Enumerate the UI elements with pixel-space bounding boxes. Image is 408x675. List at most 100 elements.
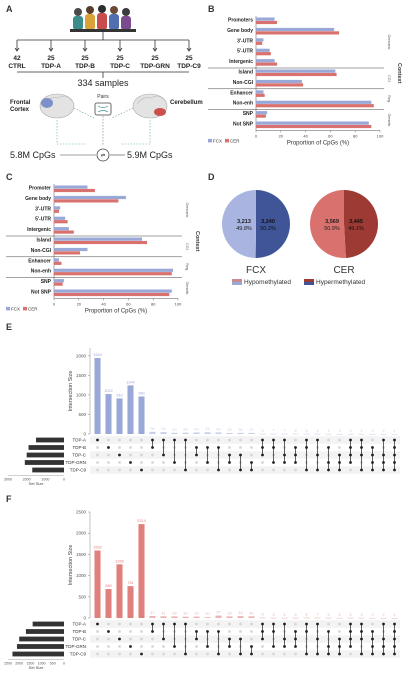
category-label: Non-CGI xyxy=(233,80,254,86)
intersection-bar xyxy=(226,616,233,618)
group-name: CTRL xyxy=(8,63,25,70)
pie-left-count: 3,213 xyxy=(237,219,251,225)
intersection-value: 2 xyxy=(382,429,384,433)
intersection-value: 9 xyxy=(261,613,263,617)
intersection-bar xyxy=(358,617,365,619)
matrix-dot xyxy=(140,652,143,656)
bar-fcx xyxy=(256,69,336,73)
matrix-dot xyxy=(206,461,209,464)
group-name: TDP-B xyxy=(75,63,95,70)
matrix-dot xyxy=(107,645,110,648)
matrix-dot xyxy=(140,637,143,641)
category-label: Intergenic xyxy=(229,59,253,65)
intersection-value: 45 xyxy=(205,427,209,431)
intersection-bar xyxy=(105,589,112,618)
intersection-value: 7 xyxy=(283,429,285,433)
matrix-dot xyxy=(217,468,220,472)
set-size-tick: 1500 xyxy=(26,661,34,665)
intersection-bar xyxy=(193,432,200,434)
y-tick-label: 2000 xyxy=(76,353,87,358)
matrix-dot xyxy=(327,622,330,626)
group-label: Genomic xyxy=(387,34,391,49)
legend-cer-label: CER xyxy=(28,306,38,311)
panel-a: 42CTRL25TDP-A25TDP-B25TDP-C25TDP-GRN25TD… xyxy=(8,5,203,162)
legend-fcx-label: FCX xyxy=(213,138,222,143)
left-cpgs: 5.8M CpGs xyxy=(10,150,56,160)
intersection-value: 5 xyxy=(294,613,296,617)
matrix-dot xyxy=(129,630,132,633)
intersection-value: 751 xyxy=(127,581,133,585)
set-size-tick: 2000 xyxy=(23,477,31,481)
set-size-label: Set Size xyxy=(29,481,45,486)
intersection-bar xyxy=(391,433,398,435)
x-tick-label: 80 xyxy=(353,133,358,138)
matrix-dot xyxy=(96,622,99,626)
matrix-dot xyxy=(151,645,154,648)
bar-fcx xyxy=(256,48,270,52)
intersection-bar xyxy=(215,432,222,434)
set-size-tick: 500 xyxy=(50,661,56,665)
matrix-dot xyxy=(107,622,110,626)
intersection-value: 4 xyxy=(338,613,340,617)
panel-d-label: D xyxy=(208,172,215,182)
intersection-bar xyxy=(391,617,398,619)
set-label: TDP-GRN xyxy=(66,460,87,465)
matrix-dot xyxy=(96,446,99,449)
group-label: CGI xyxy=(387,75,391,82)
brain-cerebellum-icon xyxy=(132,93,168,119)
matrix-dot xyxy=(184,468,187,472)
bar-cer xyxy=(256,52,271,56)
bar-fcx xyxy=(54,195,126,200)
bar-cer xyxy=(54,240,147,245)
group-count: 25 xyxy=(116,55,124,62)
bar-fcx xyxy=(256,111,268,115)
matrix-dot xyxy=(261,461,264,464)
intersection-bar xyxy=(380,433,387,435)
matrix-dot xyxy=(118,461,121,464)
x-tick-label: 40 xyxy=(303,133,308,138)
legend-cer-label: CER xyxy=(230,138,240,143)
x-axis-label: Proportion of CpGs (%) xyxy=(85,308,147,314)
category-label: SNP xyxy=(243,111,254,117)
legend-hypo-label: Hypomethylated xyxy=(244,279,291,286)
matrix-dot xyxy=(250,630,253,633)
panel-b-chart: Promoters Gene body 3'-UTR 5'-UTR Intergenic… xyxy=(208,16,402,146)
matrix-dot xyxy=(129,453,132,457)
matrix-dot xyxy=(338,622,341,626)
matrix-dot xyxy=(140,630,143,633)
matrix-dot xyxy=(360,468,363,472)
matrix-dot xyxy=(129,438,132,442)
pie-left-count: 3,569 xyxy=(325,219,339,225)
intersection-bar xyxy=(204,432,211,434)
intersection-value: 44 xyxy=(238,611,242,615)
matrix-dot xyxy=(140,453,143,457)
set-size-bar xyxy=(12,651,64,657)
panel-b-label: B xyxy=(208,4,215,14)
set-size-tick: 0 xyxy=(63,477,65,481)
matrix-dot xyxy=(107,652,110,656)
matrix-dot xyxy=(316,468,319,472)
matrix-dot xyxy=(272,468,275,472)
intersection-value: 6 xyxy=(261,429,263,433)
intersection-bar xyxy=(303,433,310,435)
bar-fcx xyxy=(256,100,372,104)
bar-fcx xyxy=(256,27,335,32)
intersection-value: 4 xyxy=(283,613,285,617)
category-label: Island xyxy=(239,70,253,76)
legend-cer-swatch xyxy=(23,306,27,311)
set-size-bar xyxy=(26,452,65,458)
intersection-bar xyxy=(160,616,167,618)
matrix-dot xyxy=(118,438,121,442)
group-name: TDP-GRN xyxy=(140,63,170,70)
intersection-value: 5 xyxy=(327,613,329,617)
matrix-dot xyxy=(107,637,110,641)
bar-fcx xyxy=(54,206,61,210)
set-label: TDP-C9 xyxy=(70,468,87,473)
set-label: TDP-C xyxy=(72,453,86,458)
intersection-value: 2 xyxy=(371,429,373,433)
matrix-dot xyxy=(96,453,99,457)
legend-hyper-label: Hypermethylated xyxy=(316,279,366,286)
matrix-dot xyxy=(261,468,264,472)
matrix-dot xyxy=(228,652,231,656)
